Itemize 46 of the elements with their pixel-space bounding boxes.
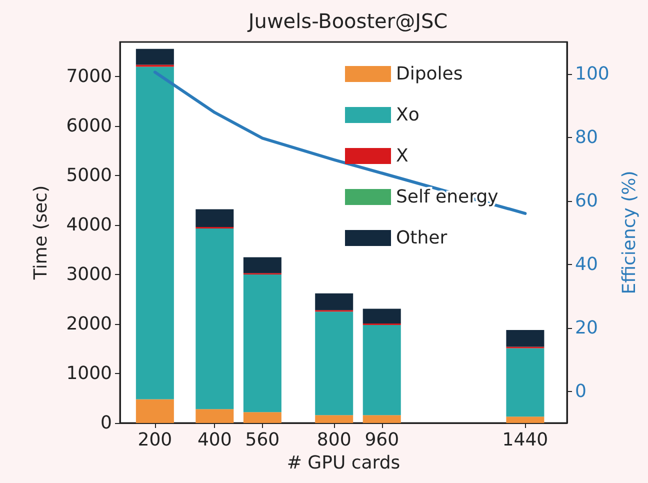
bar: [506, 348, 544, 417]
chart-title: Juwels-Booster@JSC: [246, 9, 448, 33]
legend-label: Dipoles: [396, 64, 463, 84]
y-tick-label: 3000: [66, 264, 112, 286]
y-tick-label: 1000: [66, 363, 112, 384]
bar: [506, 416, 544, 423]
y2-tick-label: 0: [575, 380, 586, 402]
bar: [243, 412, 282, 423]
x-tick-label: 560: [245, 430, 280, 450]
y-tick-label: 6000: [66, 116, 112, 137]
bar: [362, 415, 401, 423]
legend-label: Other: [396, 228, 448, 248]
bar: [362, 325, 401, 416]
bar: [315, 415, 354, 423]
bar: [243, 257, 282, 274]
x-tick-label: 960: [364, 430, 400, 450]
y2-tick-label: 60: [575, 190, 598, 212]
bar: [136, 66, 174, 400]
y-axis-title: Time (sec): [30, 185, 52, 281]
y-tick-label: 2000: [66, 314, 112, 335]
x-tick-label: 1440: [502, 430, 548, 450]
bar: [136, 399, 174, 423]
bar: [315, 312, 354, 416]
bar: [196, 409, 234, 423]
y2-tick-label: 40: [575, 254, 598, 275]
y-tick-label: 7000: [66, 66, 112, 88]
y2-tick-label: 100: [575, 63, 610, 84]
bar: [196, 209, 234, 228]
x-tick-label: 200: [138, 430, 172, 450]
y2-tick-label: 80: [575, 126, 598, 148]
bar: [506, 330, 544, 347]
y-tick-label: 4000: [66, 214, 112, 236]
x-axis-title: # GPU cards: [286, 452, 400, 474]
bar: [362, 308, 401, 324]
legend-label: X: [396, 146, 408, 166]
y-tick-label: 5000: [66, 165, 112, 186]
x-tick-label: 800: [316, 430, 352, 450]
bar: [196, 228, 234, 410]
bar: [243, 274, 282, 412]
y-tick-label: 0: [100, 412, 112, 434]
bar: [136, 48, 174, 65]
y2-tick-label: 20: [575, 317, 598, 338]
legend-label: Xo: [396, 104, 420, 126]
y2-axis-title: Efficiency (%): [618, 170, 640, 294]
bar: [315, 293, 354, 310]
x-tick-label: 400: [197, 430, 232, 450]
